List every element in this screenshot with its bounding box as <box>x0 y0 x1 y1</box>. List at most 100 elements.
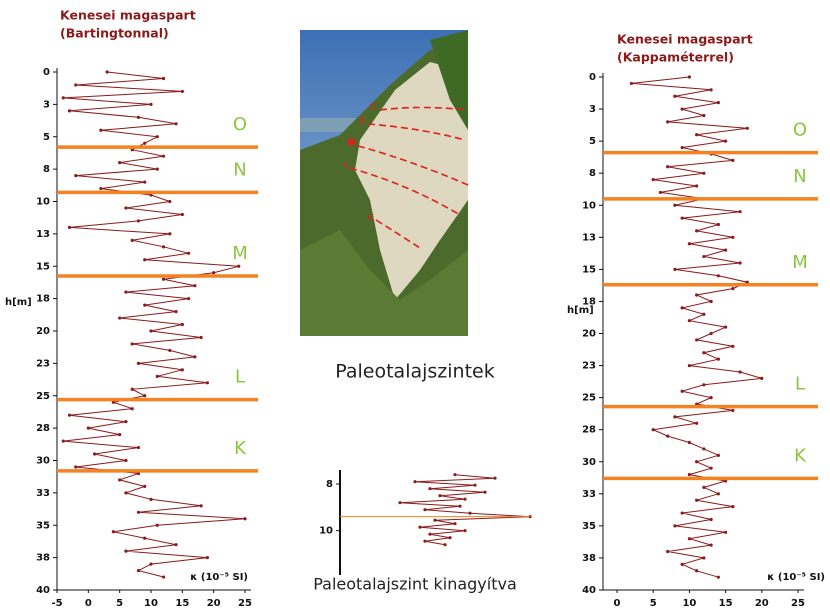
chart-caption: Paleotalajszint kinagyítva <box>313 575 517 594</box>
profile-point <box>124 491 128 495</box>
profile-point <box>187 297 191 301</box>
level-label: N <box>793 166 806 187</box>
profile-point <box>709 543 713 547</box>
y-tick-label: 3 <box>43 99 50 110</box>
profile-point <box>673 203 677 207</box>
profile-point <box>155 167 159 171</box>
photo-caption: Paleotalajszintek <box>335 361 494 383</box>
y-tick-label: 13 <box>36 229 50 240</box>
photo-label: O <box>369 103 376 113</box>
profile-point <box>187 251 191 255</box>
profile-point <box>418 525 422 529</box>
profile-point <box>143 258 147 262</box>
profile-point <box>724 248 728 252</box>
profile-point <box>453 473 457 477</box>
profile-point <box>716 357 720 361</box>
profile-point <box>212 271 216 275</box>
profile-point <box>99 128 103 132</box>
level-label: L <box>235 367 245 388</box>
profile-point <box>702 312 706 316</box>
profile-point <box>695 184 699 188</box>
profile-point <box>205 381 209 385</box>
profile-point <box>738 210 742 214</box>
profile-point <box>130 387 134 391</box>
y-tick-label: 3 <box>589 104 596 115</box>
profile-point <box>438 494 442 498</box>
profile-point <box>651 178 655 182</box>
profile-point <box>130 148 134 152</box>
profile-point <box>423 508 427 512</box>
profile-point <box>199 504 203 508</box>
profile-point <box>61 439 65 443</box>
profile-point <box>695 421 699 425</box>
profile-point <box>709 331 713 336</box>
profile-point <box>136 115 141 119</box>
level-label: M <box>232 243 248 264</box>
profile-point <box>443 543 447 547</box>
profile-point <box>168 348 172 353</box>
profile-point <box>458 504 462 508</box>
profile-point <box>724 479 728 483</box>
profile-point <box>448 536 452 540</box>
profile-point <box>433 518 437 522</box>
profile-point <box>111 530 115 534</box>
y-tick-label: 40 <box>582 585 596 596</box>
photo-label: N <box>359 117 366 127</box>
x-tick-label: 25 <box>238 598 252 609</box>
profile-point <box>99 186 103 191</box>
profile-point <box>136 471 141 476</box>
profile-point <box>105 70 109 74</box>
profile-point <box>680 306 684 310</box>
profile-point <box>205 556 209 560</box>
profile-point <box>149 329 153 333</box>
profile-point <box>74 174 78 178</box>
y-tick-label: 0 <box>589 72 596 83</box>
profile-point <box>398 501 402 505</box>
profile-point <box>180 322 184 327</box>
profile-point <box>680 562 684 566</box>
profile-point <box>687 75 692 79</box>
y-tick-label: 13 <box>582 232 596 243</box>
profile-point <box>695 338 699 342</box>
profile-point <box>174 543 178 547</box>
y-tick-label: 18 <box>36 294 50 305</box>
profile-point <box>130 238 134 242</box>
profile-point <box>760 376 764 380</box>
profile-point <box>136 219 141 223</box>
profile-point <box>168 199 172 204</box>
profile-point <box>702 171 706 175</box>
profile-point <box>483 490 487 494</box>
profile-point <box>93 452 97 456</box>
profile-point <box>155 374 159 378</box>
profile-point <box>687 472 692 477</box>
profile-point <box>673 415 677 419</box>
profile-point <box>67 413 72 417</box>
profile-point <box>687 319 692 323</box>
profile-point <box>716 492 720 496</box>
profile-point <box>724 139 728 143</box>
profile-point <box>193 284 197 288</box>
profile-point <box>174 122 178 126</box>
profile-point <box>74 83 78 87</box>
y-tick-label: 33 <box>582 489 596 500</box>
profile-point <box>680 145 684 150</box>
profile-point <box>161 154 166 158</box>
x-tick-label: 10 <box>682 598 696 609</box>
profile-point <box>709 396 713 400</box>
profile-point <box>695 498 699 502</box>
y-tick-label: 28 <box>36 423 50 434</box>
photo-marker <box>348 139 354 145</box>
x-axis-label: κ (10⁻⁵ SI) <box>767 572 825 583</box>
profile-point <box>428 487 432 491</box>
profile-point <box>666 549 670 554</box>
profile-point <box>651 428 655 432</box>
profile-point <box>124 206 128 210</box>
x-axis-label: κ (10⁻⁵ SI) <box>190 572 248 583</box>
profile-point <box>745 280 749 284</box>
profile-point <box>673 94 677 98</box>
profile-point <box>716 101 720 105</box>
y-tick-label: 35 <box>582 521 596 532</box>
profile-point <box>67 109 72 113</box>
profile-point <box>161 245 166 249</box>
